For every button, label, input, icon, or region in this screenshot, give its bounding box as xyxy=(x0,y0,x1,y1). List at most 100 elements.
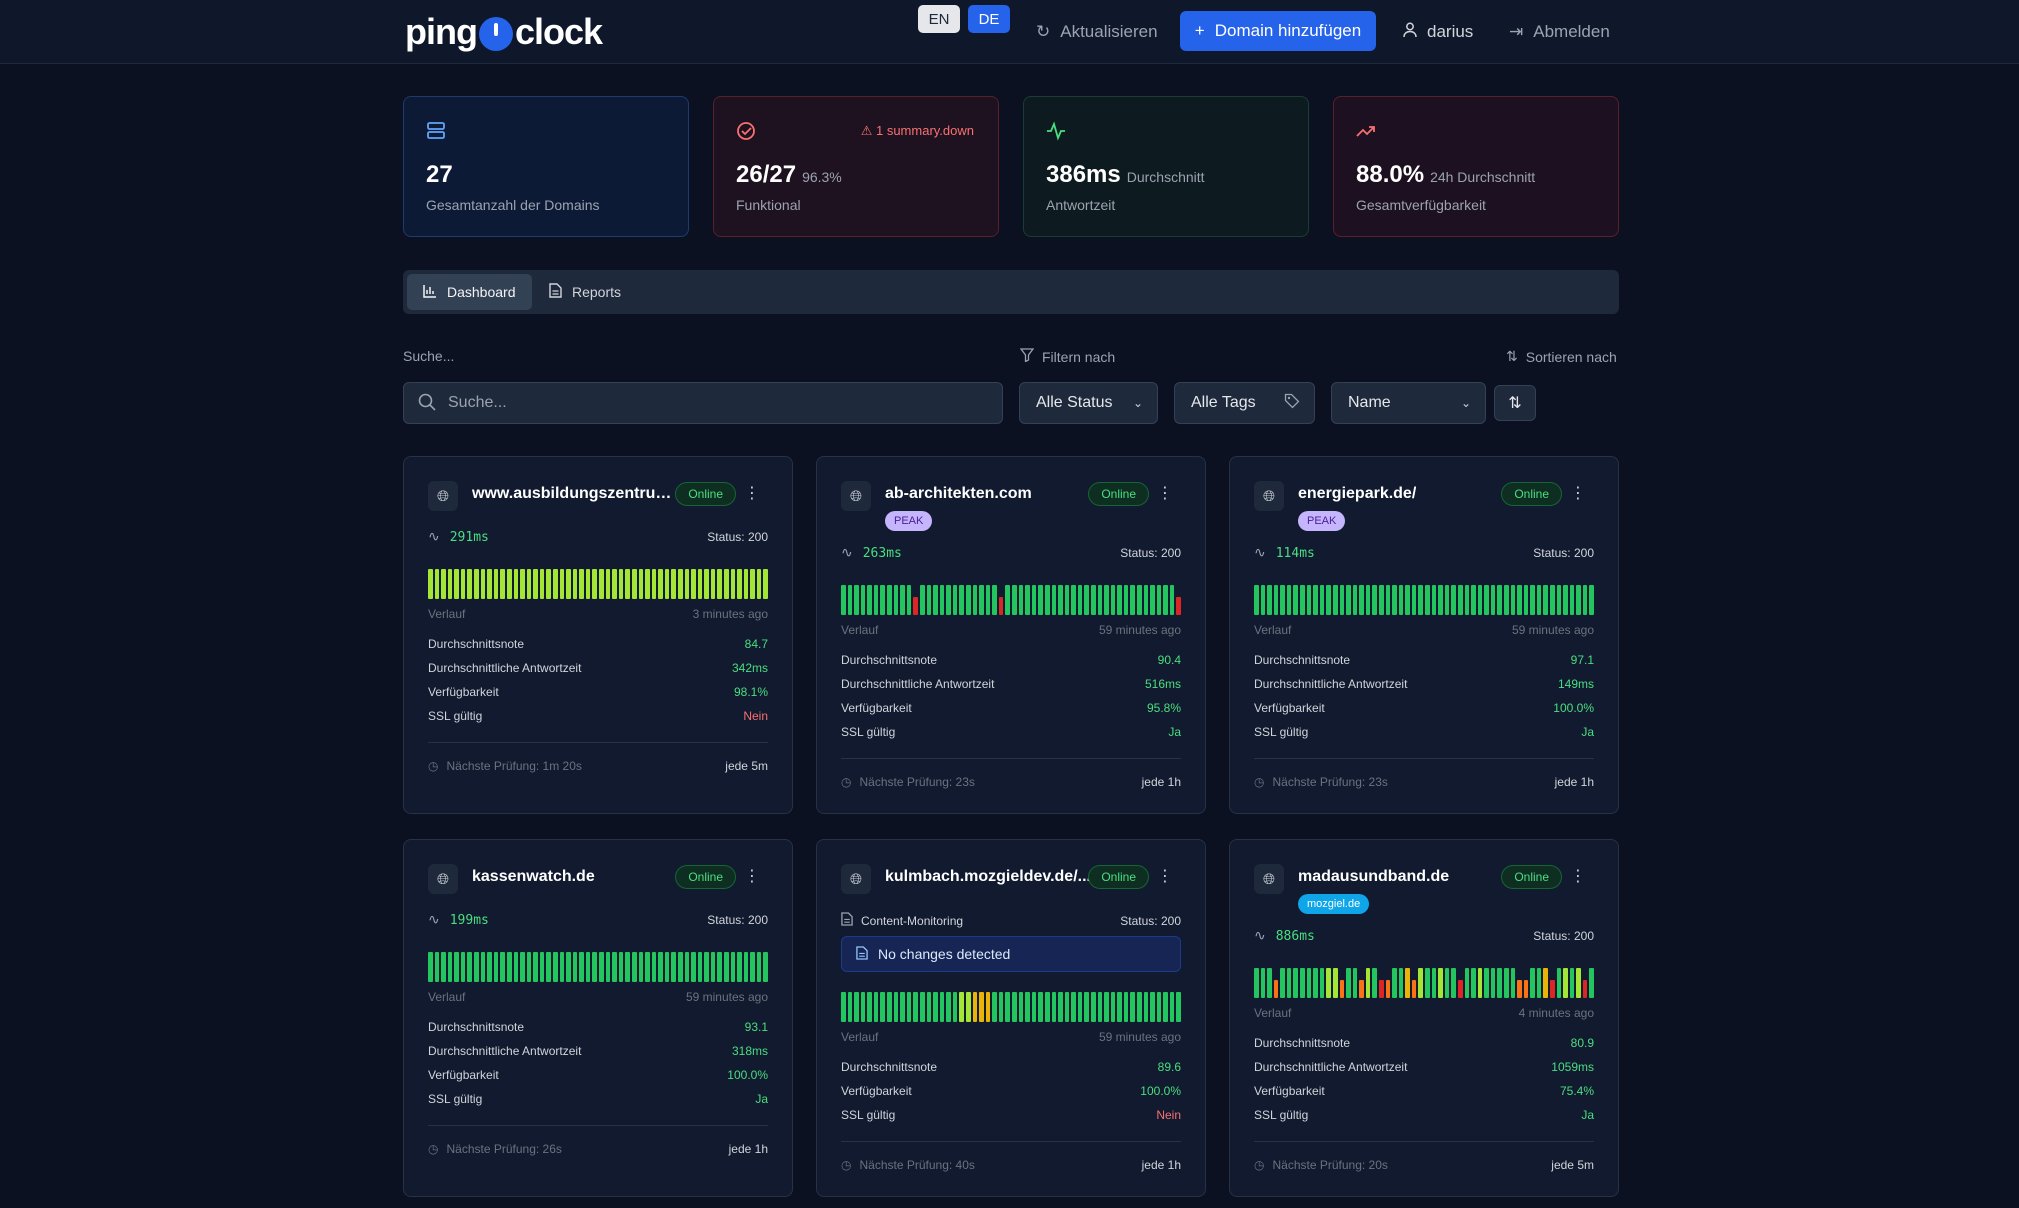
history-bar xyxy=(1339,585,1345,615)
search-input[interactable] xyxy=(448,394,968,412)
history-bar xyxy=(1064,585,1070,615)
more-options-icon[interactable]: ⋮ xyxy=(1570,868,1586,885)
history-bar xyxy=(1503,585,1509,615)
sort-select[interactable]: Name ⌄ xyxy=(1331,382,1486,424)
domain-card[interactable]: 🌐︎ ab-architekten.com PEAK Online ⋮ ∿ 263… xyxy=(816,456,1206,814)
history-time: 59 minutes ago xyxy=(685,990,768,1004)
history-bar xyxy=(1392,968,1397,998)
user-menu[interactable]: darius xyxy=(1403,12,1473,52)
history-bar xyxy=(1280,585,1285,615)
metric-label: Durchschnittsnote xyxy=(428,1020,525,1034)
more-options-icon[interactable]: ⋮ xyxy=(1570,485,1586,502)
history-bar xyxy=(599,952,604,982)
tab-dashboard[interactable]: Dashboard xyxy=(407,274,532,310)
status-badge: Online xyxy=(1501,865,1562,889)
history-bar xyxy=(1425,585,1430,615)
language-de-button[interactable]: DE xyxy=(968,5,1010,33)
http-status: Status: 200 xyxy=(1533,929,1594,943)
metric-row: Durchschnittsnote 93.1 xyxy=(428,1020,768,1034)
domain-card[interactable]: 🌐︎ kulmbach.mozgieldev.de/... Online ⋮ C… xyxy=(816,839,1206,1197)
status-badge: Online xyxy=(675,482,736,506)
more-options-icon[interactable]: ⋮ xyxy=(1157,485,1173,502)
refresh-button[interactable]: ↻ Aktualisieren xyxy=(1036,12,1158,52)
domain-card[interactable]: 🌐︎ madausundband.de mozgiel.de Online ⋮ … xyxy=(1229,839,1619,1197)
language-en-button[interactable]: EN xyxy=(918,5,960,33)
logout-button[interactable]: ⇥ Abmelden xyxy=(1509,12,1610,52)
sort-direction-button[interactable]: ⇅ xyxy=(1494,385,1536,421)
history-bar xyxy=(1267,968,1272,998)
history-bar xyxy=(1346,585,1351,615)
metric-row: Durchschnittsnote 80.9 xyxy=(1254,1036,1594,1050)
history-row: Verlauf 59 minutes ago xyxy=(841,623,1181,637)
metric-row: Durchschnittliche Antwortzeit 342ms xyxy=(428,661,768,675)
bar-chart-icon xyxy=(423,284,437,301)
history-bar xyxy=(880,585,886,615)
domain-card[interactable]: 🌐︎ energiepark.de/ PEAK Online ⋮ ∿ 114ms … xyxy=(1229,456,1619,814)
history-bar xyxy=(638,952,644,982)
history-bar xyxy=(1385,585,1391,615)
history-bar xyxy=(434,952,440,982)
domain-card[interactable]: 🌐︎ kassenwatch.de Online ⋮ ∿ 199ms Status… xyxy=(403,839,793,1197)
history-bar xyxy=(533,952,538,982)
history-bar xyxy=(972,585,978,615)
domain-name[interactable]: kulmbach.mozgieldev.de/... xyxy=(885,868,1091,885)
history-bar xyxy=(1418,968,1424,998)
history-bar xyxy=(447,569,453,599)
logo[interactable]: ping clock xyxy=(405,10,603,54)
history-bar xyxy=(1411,585,1417,615)
metric-row: Durchschnittsnote 89.6 xyxy=(841,1060,1181,1074)
metric-label: Durchschnittsnote xyxy=(841,653,938,667)
metric-value: 342ms xyxy=(731,661,768,675)
sort-direction-icon: ⇅ xyxy=(1508,395,1522,412)
divider xyxy=(841,1141,1181,1142)
history-bar xyxy=(1431,585,1437,615)
domain-name[interactable]: energiepark.de/ xyxy=(1298,485,1417,502)
history-bar xyxy=(526,952,532,982)
domain-name[interactable]: ab-architekten.com xyxy=(885,485,1032,502)
history-bar xyxy=(1510,968,1516,998)
history-bar xyxy=(1005,585,1011,615)
domain-card[interactable]: 🌐︎ www.ausbildungszentrum... Online ⋮ ∿ 2… xyxy=(403,456,793,814)
clock-icon: ◷ xyxy=(841,1158,852,1172)
status-badge: Online xyxy=(1088,482,1149,506)
history-bar xyxy=(664,569,670,599)
history-bar xyxy=(513,569,519,599)
history-bar xyxy=(493,952,499,982)
history-bar xyxy=(1090,585,1096,615)
history-bar xyxy=(684,569,690,599)
add-domain-button[interactable]: + Domain hinzufügen xyxy=(1180,11,1376,51)
status-select[interactable]: Alle Status ⌄ xyxy=(1019,382,1158,424)
history-bar xyxy=(900,585,905,615)
more-options-icon[interactable]: ⋮ xyxy=(744,485,760,502)
chevron-down-icon: ⌄ xyxy=(1132,396,1143,410)
search-field[interactable] xyxy=(403,382,1003,424)
history-bar xyxy=(618,569,624,599)
history-bar xyxy=(1293,968,1299,998)
history-bar xyxy=(1254,585,1259,615)
history-bar xyxy=(487,569,492,599)
history-bar xyxy=(737,952,742,982)
metric-value: Ja xyxy=(1581,725,1594,739)
history-bar xyxy=(1110,585,1116,615)
history-bar xyxy=(1150,992,1155,1022)
history-bar xyxy=(1451,968,1456,998)
tab-dashboard-label: Dashboard xyxy=(447,284,516,300)
tab-reports[interactable]: Reports xyxy=(533,274,637,310)
domain-name[interactable]: www.ausbildungszentrum... xyxy=(472,485,678,502)
history-bars xyxy=(428,952,769,982)
history-bar xyxy=(447,952,453,982)
history-bar xyxy=(724,569,729,599)
domain-name[interactable]: madausundband.de xyxy=(1298,868,1450,885)
history-bar xyxy=(952,992,958,1022)
history-bar xyxy=(1051,585,1057,615)
history-bar xyxy=(1438,968,1443,998)
tags-select[interactable]: Alle Tags xyxy=(1174,382,1315,424)
more-options-icon[interactable]: ⋮ xyxy=(744,868,760,885)
metric-label: Durchschnittsnote xyxy=(1254,653,1351,667)
latency-row: ∿ 291ms Status: 200 xyxy=(428,529,768,545)
more-options-icon[interactable]: ⋮ xyxy=(1157,868,1173,885)
metric-label: SSL gültig xyxy=(428,709,483,723)
domain-name[interactable]: kassenwatch.de xyxy=(472,868,595,885)
history-bar xyxy=(513,952,519,982)
history-bar xyxy=(1293,585,1299,615)
